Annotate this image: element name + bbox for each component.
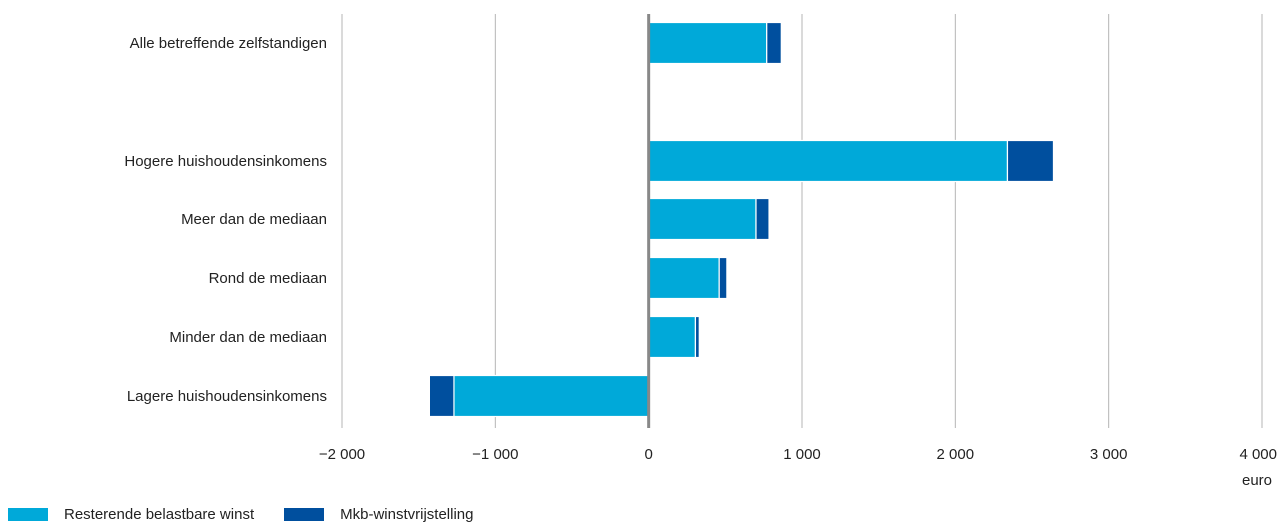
category-label-4: Rond de mediaan (209, 270, 327, 287)
bar-6-series-1 (428, 374, 455, 418)
bar-3-series-1 (755, 197, 770, 241)
bar-6-series-0 (453, 374, 650, 418)
x-tick-label-2: 0 (644, 446, 652, 463)
category-label-5: Minder dan de mediaan (169, 329, 327, 346)
bar-0-series-1 (766, 21, 782, 65)
legend-item-mkb: Mkb-winstvrijstelling (284, 506, 473, 523)
x-tick-label-6: 4 000 (1239, 446, 1277, 463)
category-label-6: Lagere huishoudensinkomens (127, 388, 327, 405)
category-label-3: Meer dan de mediaan (181, 211, 327, 228)
bar-3-series-0 (648, 197, 757, 241)
x-axis-unit-label: euro (1242, 472, 1272, 489)
bar-4-series-0 (648, 256, 720, 300)
bar-2-series-1 (1006, 139, 1055, 183)
legend-swatch-mkb (284, 508, 325, 521)
x-tick-label-1: −1 000 (472, 446, 518, 463)
x-tick-label-0: −2 000 (319, 446, 365, 463)
bar-5-series-0 (648, 315, 697, 359)
x-tick-label-5: 3 000 (1090, 446, 1128, 463)
legend-item-resterende: Resterende belastbare winst (8, 506, 254, 523)
gridlines (341, 14, 1263, 428)
category-label-0: Alle betreffende zelfstandigen (130, 35, 327, 52)
legend: Resterende belastbare winst Mkb-winstvri… (8, 506, 503, 523)
category-labels: Alle betreffende zelfstandigen Hogere hui… (124, 35, 327, 405)
bar-4-series-1 (718, 256, 728, 300)
bar-0-series-0 (648, 21, 768, 65)
category-label-2: Hogere huishoudensinkomens (124, 153, 327, 170)
bar-5-series-1 (694, 315, 700, 359)
x-tick-label-3: 1 000 (783, 446, 821, 463)
x-tick-label-4: 2 000 (937, 446, 975, 463)
legend-label-resterende: Resterende belastbare winst (64, 506, 255, 523)
bar-2-series-0 (648, 139, 1009, 183)
bars (428, 21, 1055, 418)
legend-label-mkb: Mkb-winstvrijstelling (340, 506, 474, 523)
x-tick-labels: −2 000 −1 000 0 1 000 2 000 3 000 4 000 (319, 446, 1277, 463)
legend-swatch-resterende (8, 508, 48, 521)
